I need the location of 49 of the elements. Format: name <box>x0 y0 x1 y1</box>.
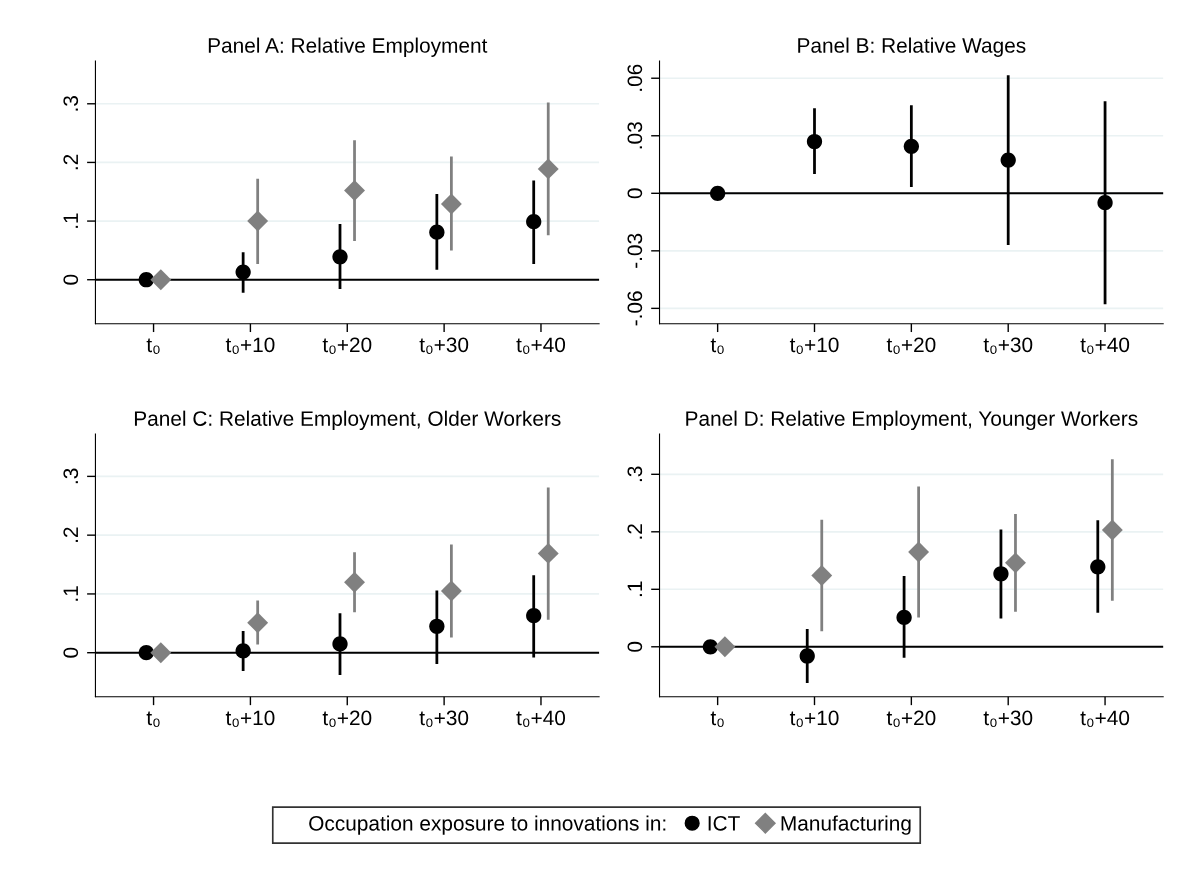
legend-label: Manufacturing <box>781 815 911 835</box>
y-tick-label: .2 <box>627 524 643 539</box>
x-tick-label: t₀+30 <box>983 710 1033 727</box>
x-tick-label: t₀ <box>146 338 160 354</box>
x-tick-label: t₀+30 <box>419 337 469 354</box>
x-tick-label: t₀+10 <box>225 337 275 354</box>
y-tick-label: .2 <box>63 527 78 542</box>
x-tick-label: t₀ <box>146 711 160 727</box>
x-tick-label: t₀+40 <box>516 337 566 354</box>
chart-title: Panel B: Relative Wages <box>798 37 1026 57</box>
chart-title: Panel D: Relative Employment, Younger Workers <box>686 410 1138 431</box>
point <box>903 138 919 154</box>
x-tick-label: t₀+40 <box>1080 710 1130 727</box>
y-tick-label: .3 <box>63 96 79 111</box>
point <box>710 185 726 201</box>
y-tick-label: .3 <box>627 466 643 482</box>
x-tick-label: t₀+30 <box>983 337 1033 354</box>
x-tick-label: t₀+20 <box>886 710 936 727</box>
y-tick-label: -.03 <box>627 233 643 268</box>
point <box>1000 152 1016 168</box>
y-tick-label: 0 <box>627 188 643 199</box>
point <box>806 133 823 150</box>
y-tick-label: .1 <box>627 581 643 597</box>
chart-title: Panel A: Relative Employment <box>208 37 488 57</box>
y-tick-label: 0 <box>63 274 79 285</box>
x-tick-label: t₀+10 <box>789 710 839 727</box>
y-tick-label: .03 <box>627 122 643 149</box>
legend-title: Occupation exposure to innovations in: <box>309 815 666 835</box>
y-tick-label: 0 <box>63 647 79 658</box>
y-tick-label: 0 <box>627 641 643 652</box>
x-tick-label: t₀+40 <box>516 710 566 727</box>
y-tick-label: .2 <box>63 154 78 170</box>
x-tick-label: t₀+20 <box>322 337 372 354</box>
x-tick-label: t₀+10 <box>789 337 839 354</box>
y-tick-label: -.06 <box>627 291 643 326</box>
point <box>1097 195 1113 211</box>
y-tick-label: .3 <box>63 468 79 484</box>
x-tick-label: t₀+40 <box>1080 337 1130 354</box>
x-tick-label: t₀+20 <box>322 710 372 727</box>
y-tick-label: .1 <box>63 586 78 601</box>
x-tick-label: t₀+30 <box>419 710 469 727</box>
x-tick-label: t₀ <box>710 338 724 354</box>
x-tick-label: t₀+20 <box>886 337 936 354</box>
legend-label: ICT <box>708 815 740 831</box>
y-tick-label: .06 <box>627 64 643 91</box>
chart-title: Panel C: Relative Employment, Older Workers <box>134 410 561 431</box>
x-tick-label: t₀+10 <box>225 710 275 727</box>
x-tick-label: t₀ <box>710 711 724 727</box>
y-tick-label: .1 <box>63 213 78 228</box>
